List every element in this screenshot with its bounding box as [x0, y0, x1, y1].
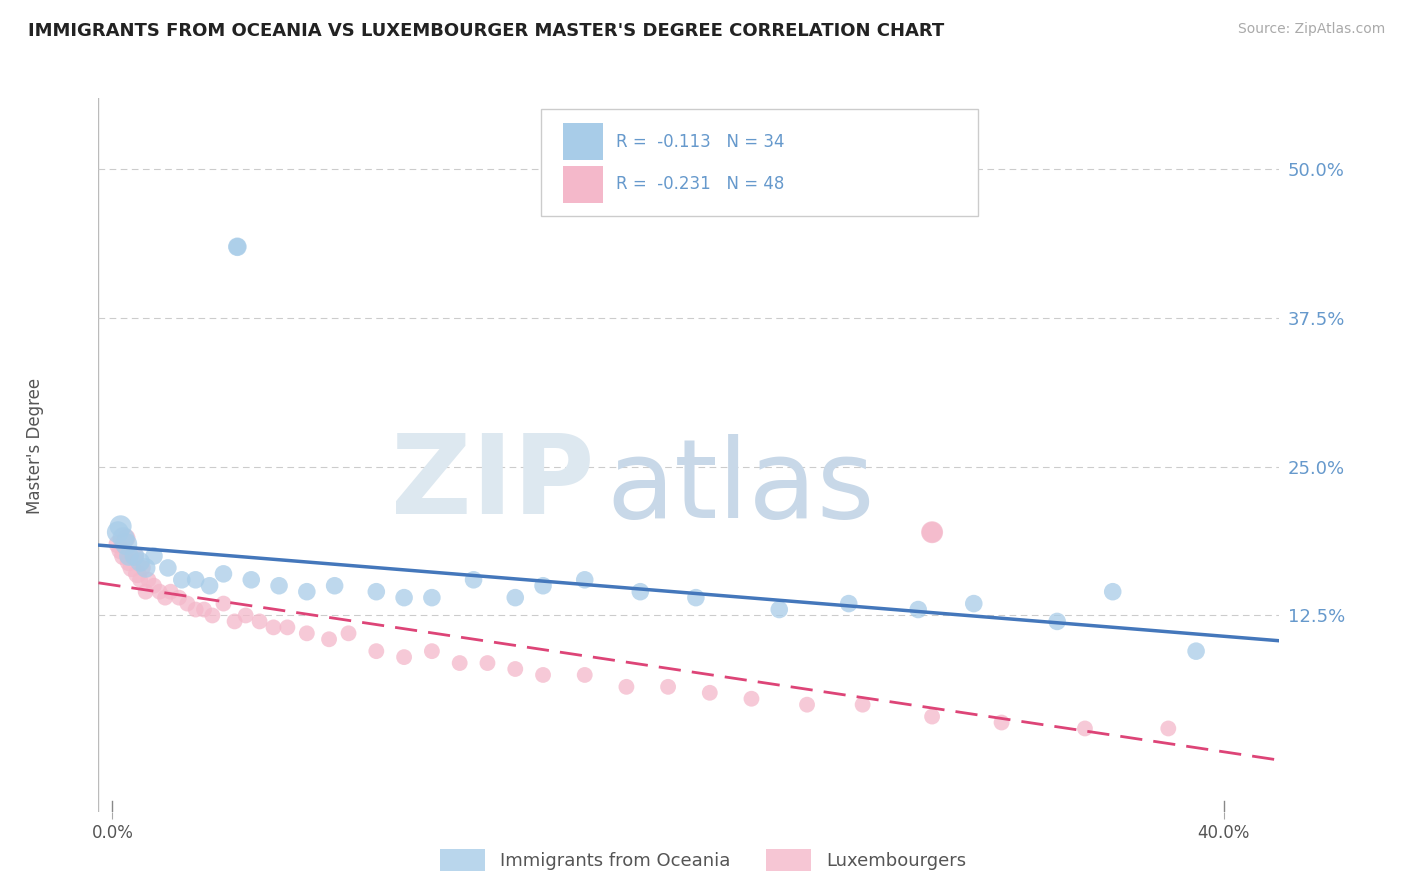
Text: Source: ZipAtlas.com: Source: ZipAtlas.com [1237, 22, 1385, 37]
Point [628, 584, 651, 599]
Point [366, 584, 388, 599]
Point [449, 656, 471, 670]
Point [143, 579, 166, 593]
Point [1185, 644, 1208, 658]
Point [148, 584, 170, 599]
FancyBboxPatch shape [541, 109, 979, 216]
Point [616, 680, 638, 694]
Text: R =  -0.231   N = 48: R = -0.231 N = 48 [616, 176, 785, 194]
Point [337, 626, 360, 640]
Point [657, 680, 679, 694]
Point [224, 615, 246, 629]
Point [963, 597, 986, 611]
Point [176, 597, 198, 611]
Point [323, 579, 346, 593]
Text: Master's Degree: Master's Degree [27, 378, 44, 514]
Point [574, 573, 596, 587]
Point [143, 549, 166, 563]
Point [796, 698, 818, 712]
Point [153, 591, 176, 605]
Point [740, 691, 762, 706]
Point [184, 602, 207, 616]
Point [1157, 722, 1180, 736]
Point [138, 573, 160, 587]
Point [852, 698, 875, 712]
Point [366, 644, 388, 658]
Point [198, 579, 221, 593]
Point [768, 602, 790, 616]
Point [295, 584, 318, 599]
Point [112, 549, 135, 563]
Point [226, 240, 249, 254]
Point [132, 561, 155, 575]
Point [463, 573, 485, 587]
Point [193, 602, 215, 616]
Point [685, 591, 707, 605]
Point [503, 662, 526, 676]
FancyBboxPatch shape [562, 123, 603, 161]
Point [990, 715, 1012, 730]
Point [135, 584, 157, 599]
Point [392, 591, 415, 605]
Point [249, 615, 271, 629]
Point [135, 561, 157, 575]
Point [212, 566, 235, 581]
Point [129, 555, 152, 569]
Point [1101, 584, 1123, 599]
Point [124, 549, 146, 563]
Point [170, 573, 193, 587]
Point [838, 597, 860, 611]
Point [201, 608, 224, 623]
Point [921, 525, 943, 540]
Point [392, 650, 415, 665]
Point [235, 608, 257, 623]
Point [129, 573, 152, 587]
Point [107, 537, 129, 551]
Point [295, 626, 318, 640]
Point [477, 656, 499, 670]
Point [503, 591, 526, 605]
Text: atlas: atlas [606, 434, 875, 541]
Point [115, 531, 138, 545]
Point [420, 644, 443, 658]
Point [121, 561, 143, 575]
Point [212, 597, 235, 611]
FancyBboxPatch shape [562, 166, 603, 203]
Point [263, 620, 285, 634]
Point [118, 555, 141, 569]
Point [110, 543, 132, 558]
Point [921, 525, 943, 540]
Point [531, 579, 554, 593]
Text: ZIP: ZIP [391, 430, 595, 537]
Point [420, 591, 443, 605]
Point [156, 561, 179, 575]
Point [531, 668, 554, 682]
Point [240, 573, 263, 587]
Point [115, 537, 138, 551]
Text: IMMIGRANTS FROM OCEANIA VS LUXEMBOURGER MASTER'S DEGREE CORRELATION CHART: IMMIGRANTS FROM OCEANIA VS LUXEMBOURGER … [28, 22, 945, 40]
Point [124, 549, 146, 563]
Point [574, 668, 596, 682]
Point [267, 579, 290, 593]
Point [699, 686, 721, 700]
Point [112, 531, 135, 545]
Point [318, 632, 340, 647]
Point [110, 519, 132, 533]
Point [127, 566, 149, 581]
Point [1046, 615, 1069, 629]
Point [118, 549, 141, 563]
Point [1074, 722, 1097, 736]
Point [276, 620, 298, 634]
Point [921, 709, 943, 723]
Point [907, 602, 929, 616]
Point [167, 591, 190, 605]
Point [226, 240, 249, 254]
Point [184, 573, 207, 587]
Point [107, 525, 129, 540]
Legend: Immigrants from Oceania, Luxembourgers: Immigrants from Oceania, Luxembourgers [433, 842, 973, 879]
Point [159, 584, 181, 599]
Text: R =  -0.113   N = 34: R = -0.113 N = 34 [616, 133, 785, 151]
